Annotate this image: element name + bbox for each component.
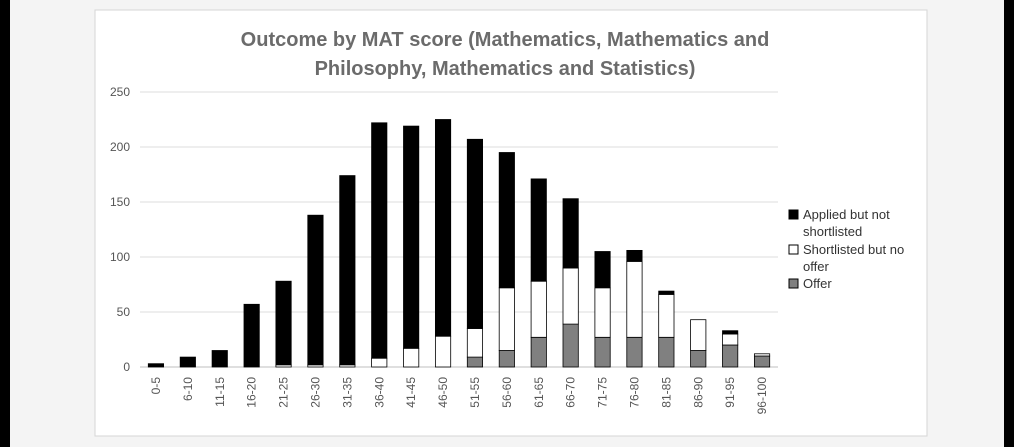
bar-segment: [498, 350, 515, 368]
x-tick-label: 21-25: [277, 377, 291, 408]
legend-swatch: [788, 209, 799, 220]
bar-segment: [658, 336, 675, 368]
bar-segment: [307, 214, 324, 366]
chart-title-line-1: Outcome by MAT score (Mathematics, Mathe…: [241, 29, 770, 51]
x-tick-label: 36-40: [372, 377, 386, 408]
x-tick-label: 76-80: [627, 377, 641, 408]
legend-label: offer: [803, 259, 829, 274]
y-tick-label: 150: [110, 195, 130, 209]
bar-segment: [753, 353, 771, 357]
bar-segment: [403, 347, 420, 368]
bar-segment: [466, 328, 484, 358]
bar-segment: [243, 303, 260, 368]
bar-segment: [594, 336, 611, 368]
bar-segment: [562, 323, 579, 368]
bar-segment: [626, 249, 643, 262]
x-tick-label: 56-60: [500, 377, 514, 408]
bar-segment: [722, 330, 739, 335]
bar-segment: [658, 290, 675, 295]
bar-segment: [722, 344, 739, 368]
x-tick-label: 51-55: [468, 377, 482, 408]
bar-segment: [594, 251, 611, 289]
bar-segment: [371, 122, 388, 359]
bar-segment: [722, 333, 739, 346]
bar-segment: [626, 260, 643, 338]
bar-segment: [371, 357, 388, 368]
x-tick-label: 46-50: [436, 377, 450, 408]
x-tick-label: 11-15: [213, 377, 227, 407]
bar-segment: [753, 355, 771, 368]
bar-segment: [530, 336, 547, 368]
bar-segment: [498, 287, 515, 351]
x-tick-label: 41-45: [404, 377, 418, 408]
y-tick-label: 50: [117, 305, 131, 319]
bar-segment: [434, 119, 452, 337]
y-axis-ticks: 0 50 100 150 200 250: [110, 85, 130, 374]
x-tick-label: 26-30: [308, 377, 322, 408]
y-tick-label: 200: [110, 140, 130, 154]
bar-segment: [594, 287, 611, 338]
x-tick-label: 16-20: [245, 377, 259, 408]
bar-segment: [466, 356, 484, 368]
bar-segment: [403, 125, 420, 349]
bar-segment: [466, 138, 484, 329]
x-tick-label: 86-90: [691, 377, 705, 408]
bar-segment: [530, 280, 547, 338]
x-tick-label: 0-5: [149, 377, 163, 395]
x-tick-label: 66-70: [564, 377, 578, 408]
bar-segment: [530, 178, 547, 282]
bar-segment: [147, 363, 165, 368]
x-tick-label: 96-100: [755, 377, 769, 415]
bar-segment: [211, 350, 228, 368]
bar-segment: [275, 280, 292, 366]
x-tick-label: 61-65: [532, 377, 546, 408]
legend: Applied but not shortlisted Shortlisted bu…: [788, 207, 904, 291]
legend-label: shortlisted: [803, 224, 862, 239]
bar-segment: [562, 198, 579, 269]
chart-title-line-2: Philosophy, Mathematics and Statistics): [315, 58, 696, 80]
legend-label: Applied but not: [803, 207, 890, 222]
x-tick-label: 71-75: [596, 377, 610, 408]
x-tick-label: 81-85: [659, 377, 673, 408]
legend-swatch: [788, 278, 799, 289]
x-tick-label: 6-10: [181, 377, 195, 401]
y-tick-label: 250: [110, 85, 130, 99]
bar-segment: [626, 336, 643, 368]
legend-label: Offer: [803, 276, 832, 291]
bar-segment: [562, 267, 579, 325]
y-tick-label: 0: [123, 360, 130, 374]
bar-segment: [690, 350, 707, 368]
bar-segment: [339, 175, 356, 366]
bar-segment: [658, 293, 675, 338]
legend-swatch: [788, 244, 799, 255]
y-tick-label: 100: [110, 250, 130, 264]
x-tick-label: 31-35: [340, 377, 354, 408]
chart-svg: Outcome by MAT score (Mathematics, Mathe…: [94, 9, 928, 437]
x-axis-ticks: 0-5 6-10 11-15 16-20 21-25 26-30 31-35 36-40 41-…: [149, 377, 769, 415]
x-tick-label: 91-95: [723, 377, 737, 408]
bar-segment: [690, 319, 707, 351]
bar-segment: [498, 152, 515, 289]
bar-segment: [434, 335, 452, 368]
bars: [147, 119, 771, 368]
legend-label: Shortlisted but no: [803, 242, 904, 257]
bar-segment: [179, 356, 196, 368]
chart-frame: Outcome by MAT score (Mathematics, Mathe…: [10, 0, 1004, 447]
